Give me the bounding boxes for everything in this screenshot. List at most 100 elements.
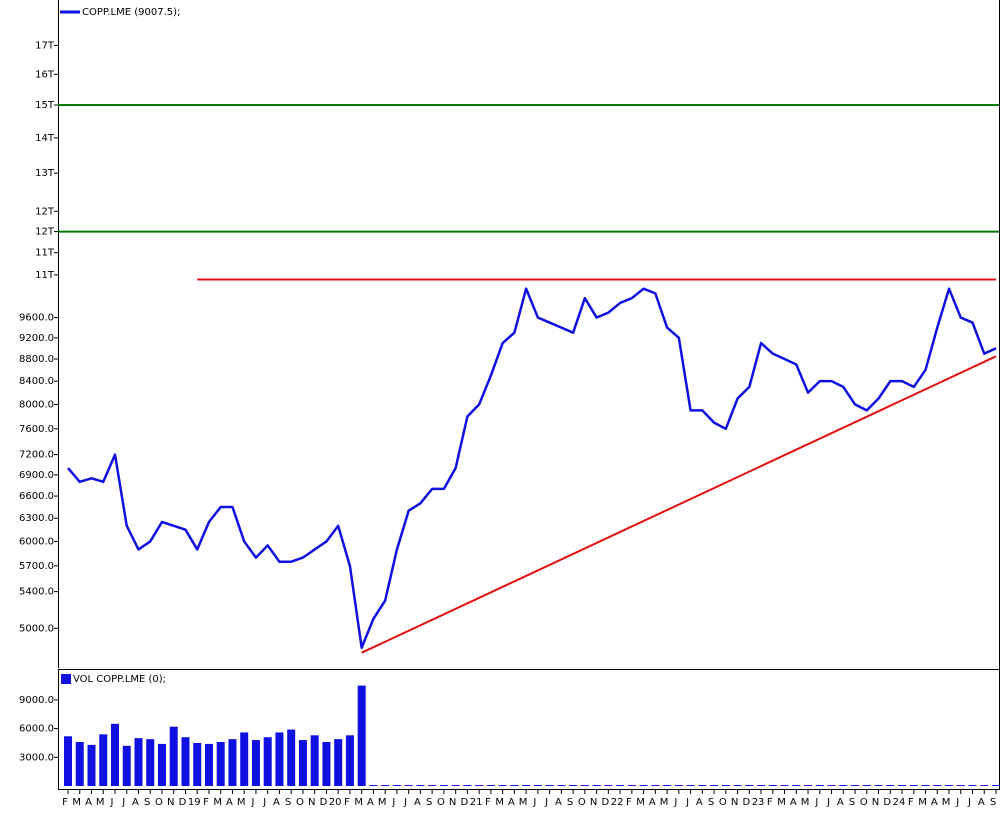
y-tick-label: 8400.0 bbox=[19, 376, 54, 387]
x-tick-label: J bbox=[391, 797, 395, 808]
x-tick-label: D bbox=[883, 797, 891, 808]
y-tick-label: 6000.0 bbox=[19, 724, 54, 735]
volume-bar bbox=[228, 739, 237, 786]
x-tick-label: F bbox=[62, 797, 68, 808]
y-tick-label: 8800.0 bbox=[19, 354, 54, 365]
x-tick-label: 19 bbox=[188, 797, 201, 808]
volume-bar bbox=[240, 732, 249, 786]
volume-bar bbox=[968, 785, 977, 786]
y-tick-label: 7600.0 bbox=[19, 424, 54, 435]
volume-bar bbox=[663, 785, 672, 786]
x-tick-label: M bbox=[801, 797, 810, 808]
x-tick-label: S bbox=[990, 797, 996, 808]
x-tick-label: N bbox=[449, 797, 456, 808]
x-tick-label: J bbox=[814, 797, 818, 808]
y-tick-label: 9000.0 bbox=[19, 695, 54, 706]
legend-swatch bbox=[61, 674, 71, 684]
x-tick-label: M bbox=[519, 797, 528, 808]
volume-bar bbox=[169, 726, 178, 786]
volume-bar bbox=[980, 785, 989, 786]
x-tick-label: J bbox=[685, 797, 689, 808]
x-tick-label: S bbox=[426, 797, 432, 808]
x-tick-label: J bbox=[826, 797, 830, 808]
volume-bar bbox=[498, 785, 507, 786]
x-tick-label: D bbox=[742, 797, 750, 808]
volume-bar bbox=[886, 785, 895, 786]
x-tick-label: N bbox=[590, 797, 597, 808]
x-tick-label: S bbox=[567, 797, 573, 808]
x-tick-label: F bbox=[908, 797, 914, 808]
x-tick-label: D bbox=[179, 797, 187, 808]
x-tick-label: S bbox=[849, 797, 855, 808]
y-tick-label: 3000.0 bbox=[19, 752, 54, 763]
y-tick-label: 6000.0 bbox=[19, 536, 54, 547]
volume-bar bbox=[592, 785, 601, 786]
x-tick-label: A bbox=[790, 797, 797, 808]
x-tick-label: 22 bbox=[611, 797, 624, 808]
volume-bar bbox=[381, 785, 390, 786]
x-tick-label: A bbox=[978, 797, 985, 808]
y-tick-label: 5700.0 bbox=[19, 561, 54, 572]
volume-bar bbox=[157, 743, 166, 786]
x-tick-label: A bbox=[226, 797, 233, 808]
y-tick-label: 16T bbox=[35, 69, 55, 80]
x-tick-label: O bbox=[719, 797, 727, 808]
volume-bar bbox=[616, 785, 625, 786]
x-tick-label: F bbox=[767, 797, 773, 808]
x-tick-label: M bbox=[918, 797, 927, 808]
trend-line bbox=[361, 355, 997, 654]
volume-bar bbox=[193, 742, 202, 786]
y-tick-label: 7200.0 bbox=[19, 450, 54, 461]
volume-bar bbox=[639, 785, 648, 786]
x-tick-label: M bbox=[237, 797, 246, 808]
x-tick-label: M bbox=[777, 797, 786, 808]
volume-bar bbox=[181, 737, 190, 786]
x-tick-label: J bbox=[967, 797, 971, 808]
x-tick-label: A bbox=[837, 797, 844, 808]
volume-bar bbox=[580, 785, 589, 786]
volume-bar bbox=[345, 735, 354, 786]
volume-bar bbox=[298, 740, 307, 786]
y-tick-label: 5400.0 bbox=[19, 587, 54, 598]
x-tick-label: M bbox=[213, 797, 222, 808]
y-tick-label: 15T bbox=[35, 100, 55, 111]
x-tick-label: J bbox=[955, 797, 959, 808]
volume-bar bbox=[745, 785, 754, 786]
x-tick-label: M bbox=[660, 797, 669, 808]
volume-bar bbox=[287, 729, 296, 786]
x-tick-label: S bbox=[144, 797, 150, 808]
y-tick-label: 6900.0 bbox=[19, 470, 54, 481]
volume-bar bbox=[545, 785, 554, 786]
volume-bar bbox=[322, 742, 331, 786]
x-tick-label: 23 bbox=[752, 797, 765, 808]
legend-label: VOL COPP.LME (0); bbox=[73, 674, 166, 685]
volume-bar bbox=[780, 785, 789, 786]
x-tick-label: M bbox=[72, 797, 81, 808]
volume-bar bbox=[404, 785, 413, 786]
volume-bar bbox=[710, 785, 719, 786]
volume-bar bbox=[334, 739, 343, 786]
volume-bar bbox=[933, 785, 942, 786]
volume-bar bbox=[263, 737, 272, 786]
x-tick-label: A bbox=[931, 797, 938, 808]
x-tick-label: N bbox=[167, 797, 174, 808]
y-tick-label: 6300.0 bbox=[19, 513, 54, 524]
x-tick-label: F bbox=[485, 797, 491, 808]
x-tick-label: O bbox=[437, 797, 445, 808]
volume-bar bbox=[827, 785, 836, 786]
x-tick-label: J bbox=[673, 797, 677, 808]
volume-bar bbox=[522, 785, 531, 786]
volume-bar bbox=[463, 785, 472, 786]
volume-bar bbox=[64, 736, 72, 786]
x-tick-label: 20 bbox=[329, 797, 342, 808]
y-tick-label: 6600.0 bbox=[19, 491, 54, 502]
x-tick-label: M bbox=[636, 797, 645, 808]
x-tick-label: A bbox=[132, 797, 139, 808]
volume-bar bbox=[533, 785, 542, 786]
x-tick-label: S bbox=[708, 797, 714, 808]
volume-bar bbox=[486, 785, 495, 786]
y-tick-label: 5000.0 bbox=[19, 623, 54, 634]
volume-bar bbox=[310, 735, 319, 786]
volume-bar bbox=[357, 685, 366, 786]
x-tick-label: M bbox=[495, 797, 504, 808]
